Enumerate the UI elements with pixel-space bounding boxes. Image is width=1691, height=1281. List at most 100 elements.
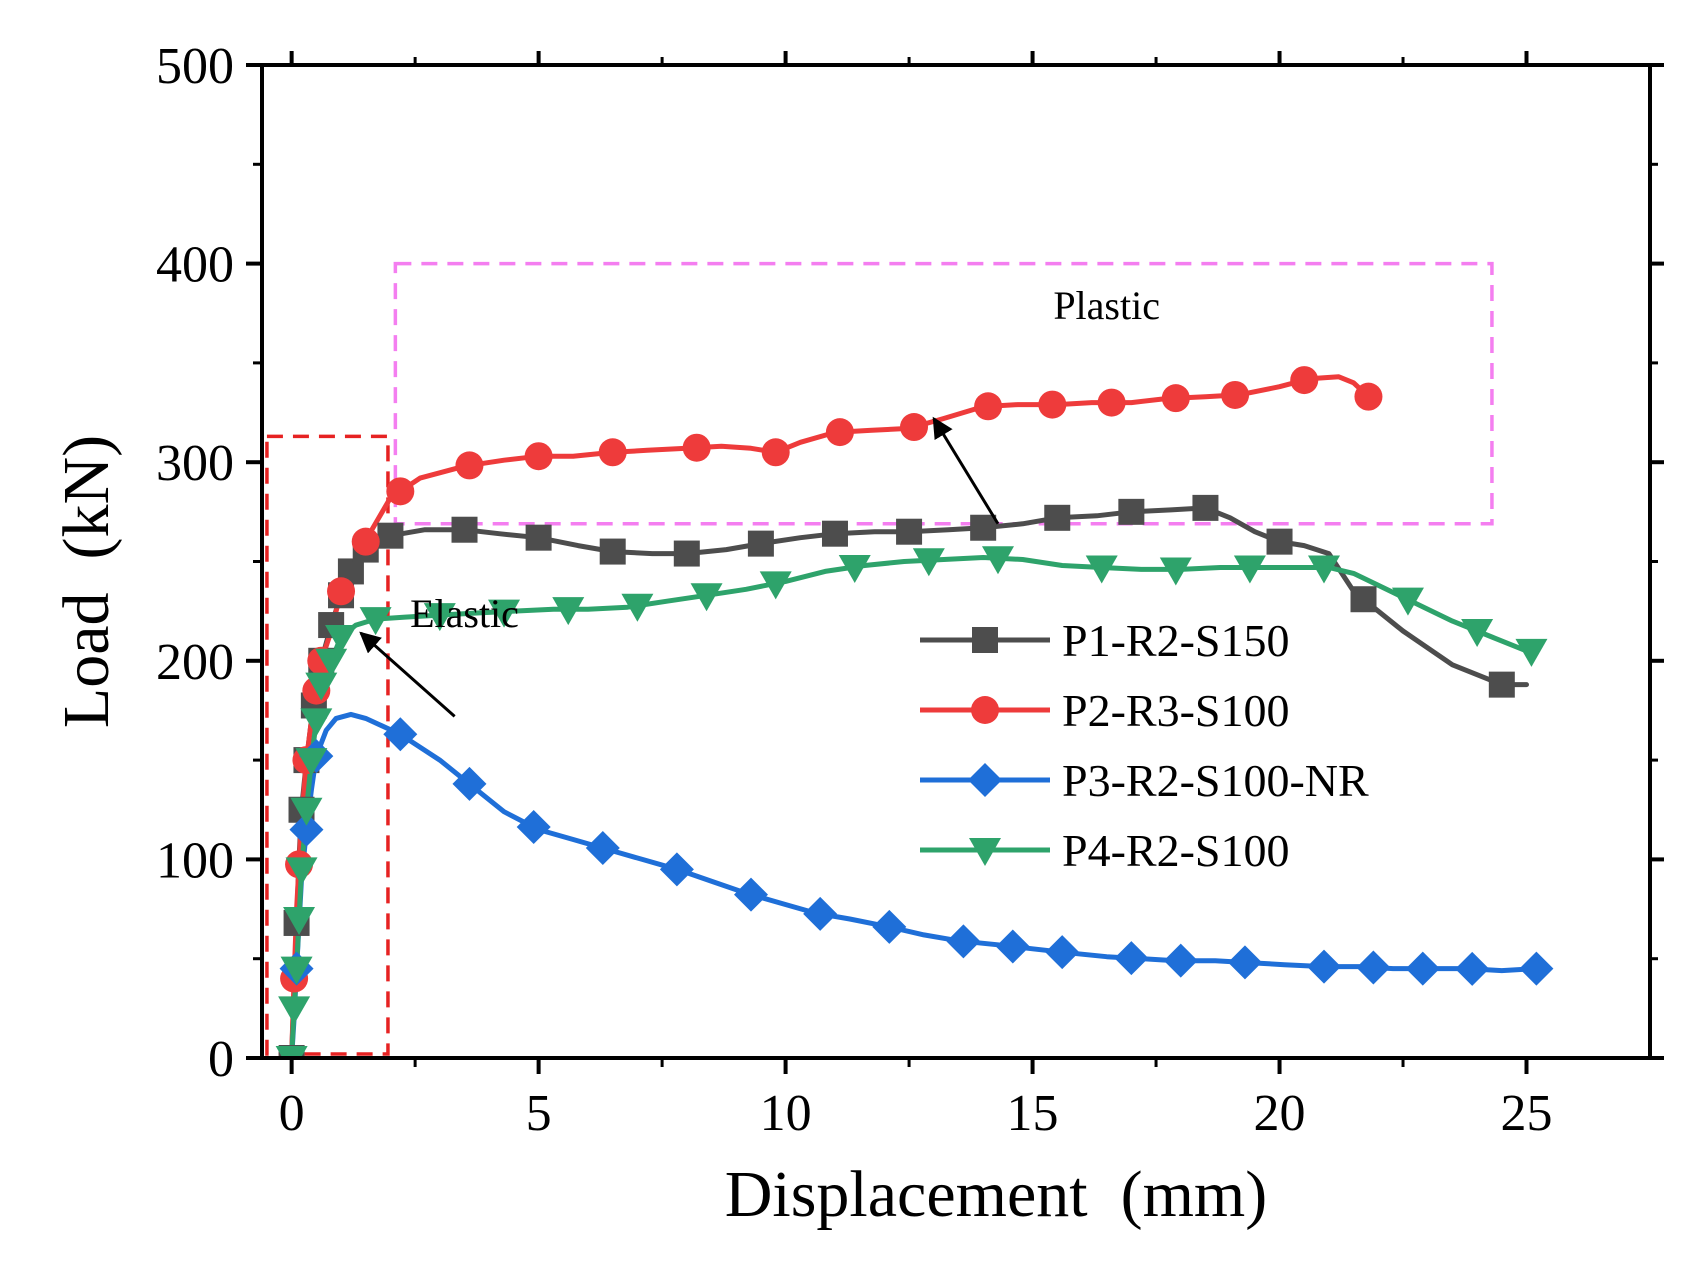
- annotation-label-elastic: Elastic: [410, 591, 519, 636]
- data-point-p2-r3-s100-15: [974, 392, 1003, 421]
- data-point-p1-r2-s150-10: [377, 522, 404, 549]
- data-point-p3-r2-s100-nr-15: [1163, 943, 1198, 978]
- data-point-p2-r3-s100-19: [1221, 380, 1250, 409]
- data-point-p2-r3-s100-12: [761, 438, 790, 467]
- data-point-p3-r2-s100-nr-8: [734, 877, 769, 912]
- data-point-p4-r2-s100-1: [278, 996, 311, 1025]
- legend-label: P3-R2-S100-NR: [1062, 755, 1369, 806]
- legend-item-p4-r2-s100: P4-R2-S100: [920, 825, 1289, 876]
- x-axis-title: Displacement (mm): [725, 1158, 1268, 1231]
- legend-label: P2-R3-S100: [1062, 685, 1289, 736]
- annotation-regions: [265, 261, 1494, 1056]
- x-tick-label-5: 5: [526, 1085, 552, 1142]
- data-point-p1-r2-s150-20: [1118, 498, 1145, 525]
- data-point-p3-r2-s100-nr-12: [995, 929, 1030, 964]
- y-axis-title: Load (kN): [50, 435, 123, 728]
- data-point-p4-r2-s100-21: [1085, 555, 1118, 584]
- x-tick-label-20: 20: [1254, 1085, 1306, 1142]
- data-point-p1-r2-s150-16: [821, 520, 848, 547]
- data-point-p4-r2-s100-22: [1159, 557, 1192, 586]
- data-point-p3-r2-s100-nr-17: [1306, 949, 1341, 984]
- data-point-p1-r2-s150-11: [451, 516, 478, 543]
- annotation-arrow-plastic: [932, 416, 1000, 525]
- data-point-p2-r3-s100-16: [1038, 390, 1067, 419]
- data-point-p4-r2-s100-0: [275, 1046, 308, 1058]
- data-point-p4-r2-s100-24: [1307, 555, 1340, 584]
- data-point-p2-r3-s100-8: [455, 451, 484, 480]
- data-point-p3-r2-s100-nr-21: [1519, 951, 1554, 986]
- data-point-p4-r2-s100-23: [1233, 555, 1266, 584]
- y-tick-label-0: 0: [208, 1031, 234, 1088]
- legend-item-p3-r2-s100-nr: P3-R2-S100-NR: [920, 755, 1369, 806]
- data-point-p4-r2-s100-2: [280, 956, 313, 985]
- data-point-p2-r3-s100-6: [351, 527, 380, 556]
- data-point-p4-r2-s100-20: [981, 546, 1014, 575]
- data-point-p1-r2-s150-23: [1350, 586, 1377, 613]
- data-point-p2-r3-s100-11: [682, 433, 711, 462]
- legend-marker: [969, 838, 1001, 866]
- data-point-p3-r2-s100-nr-10: [872, 909, 907, 944]
- data-point-p1-r2-s150-14: [673, 540, 700, 567]
- y-tick-label-100: 100: [156, 832, 234, 889]
- data-point-p4-r2-s100-25: [1391, 587, 1424, 616]
- legend-label: P1-R2-S150: [1062, 615, 1289, 666]
- data-point-p3-r2-s100-nr-14: [1114, 941, 1149, 976]
- data-point-p2-r3-s100-9: [524, 442, 553, 471]
- data-point-p4-r2-s100-8: [305, 672, 338, 701]
- data-point-p4-r2-s100-16: [690, 583, 723, 612]
- data-point-p4-r2-s100-10: [325, 624, 358, 653]
- y-tick-label-200: 200: [156, 634, 234, 691]
- x-tick-label-10: 10: [760, 1085, 812, 1142]
- series-lines: [289, 374, 1539, 1058]
- data-point-p1-r2-s150-21: [1192, 494, 1219, 521]
- data-point-p4-r2-s100-5: [290, 797, 323, 826]
- data-point-p2-r3-s100-18: [1161, 384, 1190, 413]
- x-tick-label-15: 15: [1007, 1085, 1059, 1142]
- data-point-p1-r2-s150-24: [1488, 671, 1515, 698]
- annotation-label-plastic: Plastic: [1053, 283, 1160, 328]
- data-point-p1-r2-s150-17: [896, 518, 923, 545]
- data-point-p1-r2-s150-22: [1266, 528, 1293, 555]
- data-point-p4-r2-s100-19: [912, 548, 945, 577]
- data-point-p3-r2-s100-nr-11: [946, 924, 981, 959]
- legend-marker: [971, 696, 999, 724]
- data-point-p3-r2-s100-nr-1: [289, 812, 324, 847]
- data-point-p4-r2-s100-3: [283, 906, 316, 935]
- data-point-p4-r2-s100-6: [295, 748, 328, 777]
- data-point-p3-r2-s100-nr-7: [659, 852, 694, 887]
- data-point-p3-r2-s100-nr-4: [452, 766, 487, 801]
- data-point-p4-r2-s100-12: [423, 603, 456, 632]
- data-point-p1-r2-s150-18: [970, 514, 997, 541]
- data-point-p3-r2-s100-nr-6: [585, 831, 620, 866]
- data-point-p3-r2-s100-nr-13: [1045, 935, 1080, 970]
- data-point-p4-r2-s100-26: [1461, 619, 1494, 648]
- data-point-p4-r2-s100-14: [552, 597, 585, 626]
- legend-item-p1-r2-s150: P1-R2-S150: [920, 615, 1289, 666]
- annotation-arrow-elastic: [359, 631, 456, 718]
- y-tick-label-300: 300: [156, 435, 234, 492]
- data-point-p4-r2-s100-27: [1515, 638, 1548, 667]
- data-point-p1-r2-s150-12: [525, 524, 552, 551]
- data-point-p3-r2-s100-nr-3: [383, 717, 418, 752]
- data-point-p2-r3-s100-5: [327, 577, 356, 606]
- data-point-p4-r2-s100-13: [488, 599, 521, 628]
- data-point-p3-r2-s100-nr-19: [1405, 951, 1440, 986]
- data-point-p4-r2-s100-15: [621, 593, 654, 622]
- data-point-p3-r2-s100-nr-16: [1227, 945, 1262, 980]
- data-point-p3-r2-s100-nr-9: [803, 896, 838, 931]
- region-box-plastic: [393, 261, 1494, 526]
- data-point-p2-r3-s100-14: [900, 413, 929, 442]
- x-tick-label-25: 25: [1501, 1085, 1553, 1142]
- y-tick-label-500: 500: [156, 38, 234, 95]
- data-point-p1-r2-s150-13: [599, 538, 626, 565]
- data-point-p2-r3-s100-13: [825, 418, 854, 447]
- data-point-p2-r3-s100-17: [1097, 388, 1126, 417]
- data-point-p3-r2-s100-nr-18: [1356, 950, 1391, 985]
- y-tick-label-400: 400: [156, 237, 234, 294]
- data-point-p3-r2-s100-nr-5: [516, 810, 551, 845]
- series-markers: [275, 366, 1554, 1058]
- data-point-p2-r3-s100-7: [386, 477, 415, 506]
- annotations: Elastic Plastic: [359, 283, 1160, 718]
